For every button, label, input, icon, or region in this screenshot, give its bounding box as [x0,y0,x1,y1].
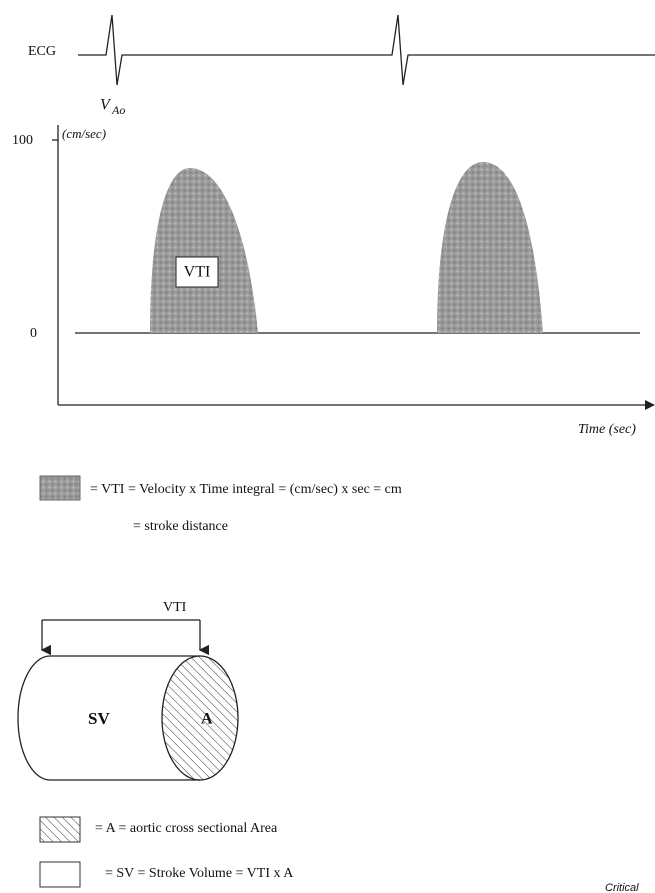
legend-swatch-sv [39,861,81,888]
ecg-trace [78,14,655,86]
cylinder-body [17,655,200,781]
y-top-label: 100 [12,133,33,148]
y-axis-unit: (cm/sec) [62,126,106,141]
cylinder-body-label: SV [88,709,110,728]
y-zero-label: 0 [30,326,37,341]
x-axis-arrow [645,400,655,410]
vti-box [175,256,219,288]
ecg-label: ECG [28,44,56,59]
y-axis-subscript: Ao [111,103,125,117]
footer: Critical [605,882,639,893]
legend-area: = A = aortic cross sectional Area [95,821,278,836]
x-axis-label: Time (sec) [578,422,636,437]
legend-swatch-area [39,816,81,843]
velocity-curve [150,168,258,333]
cylinder-end-label: A [201,711,213,728]
velocity-curve [437,162,543,333]
cylinder-length-label: VTI [163,600,187,615]
y-axis-symbol: V [100,97,112,114]
legend-vti-line2: = stroke distance [133,519,228,534]
legend-swatch-vti [39,475,81,501]
legend-sv: = SV = Stroke Volume = VTI x A [105,866,294,881]
cylinder-end [161,655,239,781]
legend-vti-line1: = VTI = Velocity x Time integral = (cm/s… [90,482,402,497]
vti-label: VTI [184,264,211,281]
